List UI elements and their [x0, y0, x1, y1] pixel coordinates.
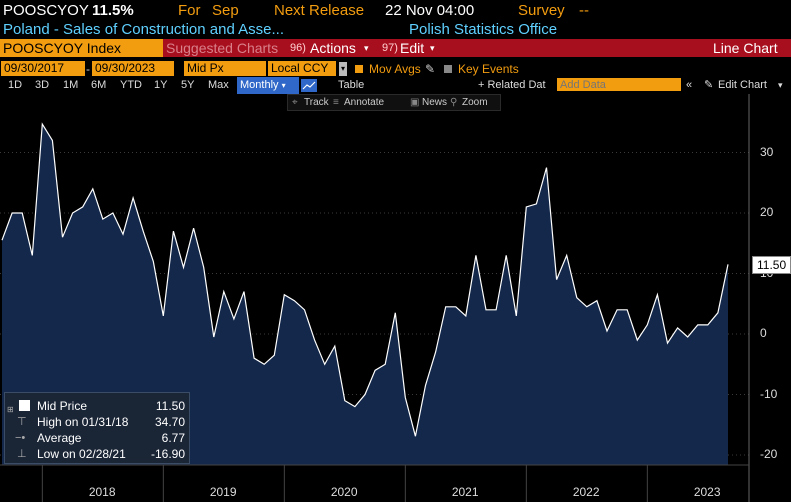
news-button[interactable]: News — [422, 97, 448, 108]
pencil-icon[interactable]: ✎ — [425, 62, 436, 76]
legend-low: ⊥ Low on 02/28/21 -16.90 — [11, 446, 187, 462]
x-tick-label: 2019 — [209, 485, 237, 499]
subheader: Poland - Sales of Construction and Asse.… — [0, 20, 791, 39]
period-max[interactable]: Max — [208, 79, 229, 91]
period-5y[interactable]: 5Y — [181, 79, 195, 91]
parameter-bar: 09/30/2017 - 09/30/2023 Mid Px Local CCY… — [0, 61, 791, 77]
line-chart-icon[interactable] — [301, 79, 317, 92]
period-1y[interactable]: 1Y — [154, 79, 168, 91]
y-tick-label: -20 — [760, 447, 778, 461]
y-tick-label: 30 — [760, 144, 774, 159]
edit-chart-button[interactable]: Edit Chart — [718, 79, 767, 91]
actions-number: 96) — [290, 42, 306, 54]
mid-price-label: Mid Price — [37, 399, 88, 413]
mid-price-value: 11.50 — [155, 399, 185, 413]
series-swatch-icon — [19, 400, 30, 411]
y-tick-label: 20 — [760, 205, 774, 219]
frequency-chevron-icon: ▾ — [281, 81, 286, 90]
command-bar: POOSCYOY Index Suggested Charts 96) Acti… — [0, 39, 791, 57]
x-tick-label: 2021 — [451, 485, 479, 499]
add-data-input[interactable] — [557, 78, 681, 91]
edit-chart-chevron-icon[interactable]: ▾ — [778, 80, 783, 90]
edit-menu[interactable]: Edit — [400, 40, 425, 56]
key-events-label[interactable]: Key Events — [458, 62, 519, 76]
actions-chevron-icon: ▾ — [364, 43, 369, 53]
chart-type-label: Line Chart — [713, 40, 778, 56]
legend-panel[interactable]: ⊞ Mid Price 11.50 ⊤ High on 01/31/18 34.… — [4, 392, 190, 464]
survey-label: Survey — [518, 2, 565, 19]
frequency-label: Monthly — [240, 79, 279, 91]
current-value: 11.5% — [92, 2, 134, 19]
frequency-select[interactable]: Monthly ▾ — [237, 77, 299, 94]
period-3d[interactable]: 3D — [35, 79, 50, 91]
last-value-label: 11.50 — [752, 256, 791, 274]
related-data-button[interactable]: + Related Dat — [478, 79, 546, 91]
x-tick-label: 2023 — [693, 485, 721, 499]
average-label: Average — [37, 431, 82, 445]
edit-number: 97) — [382, 42, 398, 54]
annotate-button[interactable]: Annotate — [344, 97, 385, 108]
key-events-checkbox[interactable] — [444, 65, 452, 73]
news-icon: ▣ — [410, 97, 420, 108]
x-tick-label: 2018 — [88, 485, 116, 499]
y-tick-label: 0 — [760, 326, 767, 340]
chart-tools: ⌖ Track ≡ Annotate ▣ News ⚲ Zoom — [287, 94, 501, 111]
currency-dropdown-icon[interactable]: ▾ — [339, 62, 347, 76]
low-value: -16.90 — [150, 447, 185, 461]
date-separator: - — [86, 62, 90, 76]
start-date-field[interactable]: 09/30/2017 — [1, 61, 85, 76]
edit-chevron-icon: ▾ — [430, 43, 435, 53]
period-ytd[interactable]: YTD — [120, 79, 142, 91]
zoom-button[interactable]: Zoom — [462, 97, 488, 108]
header-bar: POOSCYOY 11.5% For Sep Next Release 22 N… — [0, 0, 791, 20]
collapse-toggle-icon[interactable]: ⊞ — [7, 405, 14, 414]
low-marker-icon: ⊥ — [17, 448, 27, 460]
suggested-charts-button[interactable]: Suggested Charts — [166, 40, 279, 56]
security-description: Poland - Sales of Construction and Asse.… — [3, 21, 284, 38]
table-button[interactable]: Table — [338, 79, 365, 91]
period-6m[interactable]: 6M — [91, 79, 107, 91]
for-value: Sep — [212, 2, 239, 19]
legend-average: −• Average 6.77 — [11, 430, 187, 446]
average-marker-icon: −• — [15, 432, 26, 444]
average-value: 6.77 — [161, 431, 185, 445]
legend-high: ⊤ High on 01/31/18 34.70 — [11, 414, 187, 430]
ticker: POOSCYOY — [3, 2, 89, 19]
end-date-field[interactable]: 09/30/2023 — [92, 61, 174, 76]
high-marker-icon: ⊤ — [17, 416, 27, 428]
mov-avgs-checkbox[interactable] — [355, 65, 363, 73]
annotate-icon: ≡ — [333, 97, 339, 108]
security-field[interactable]: POOSCYOY Index — [0, 39, 163, 57]
x-tick-label: 2022 — [572, 485, 600, 499]
zoom-icon: ⚲ — [450, 97, 458, 108]
period-1d[interactable]: 1D — [8, 79, 23, 91]
high-value: 34.70 — [154, 415, 185, 429]
survey-value: -- — [579, 2, 589, 19]
actions-menu[interactable]: Actions — [310, 40, 356, 56]
line-chart[interactable] — [0, 94, 791, 502]
y-tick-label: -10 — [760, 386, 778, 401]
series-area — [2, 124, 728, 465]
period-1m[interactable]: 1M — [63, 79, 79, 91]
collapse-icon[interactable]: « — [686, 79, 693, 91]
high-label: High on 01/31/18 — [37, 415, 129, 429]
edit-chart-pencil-icon[interactable]: ✎ — [704, 79, 714, 91]
price-field-select[interactable]: Mid Px — [184, 61, 266, 76]
period-toolbar: 1D 3D 1M 6M YTD 1Y 5Y Max Monthly ▾ Tabl… — [0, 77, 791, 94]
next-release-value: 22 Nov 04:00 — [385, 2, 475, 19]
track-icon: ⌖ — [292, 97, 298, 108]
year-dividers — [41, 465, 648, 502]
legend-mid-price: ⊞ Mid Price 11.50 — [7, 398, 187, 414]
x-tick-label: 2020 — [330, 485, 358, 499]
for-label: For — [178, 2, 201, 19]
mov-avgs-label[interactable]: Mov Avgs — [369, 62, 421, 76]
data-source: Polish Statistics Office — [409, 21, 558, 38]
next-release-label: Next Release — [274, 2, 365, 19]
series-line — [1, 122, 729, 437]
low-label: Low on 02/28/21 — [37, 447, 126, 461]
track-button[interactable]: Track — [304, 97, 329, 108]
currency-select[interactable]: Local CCY — [268, 61, 336, 76]
